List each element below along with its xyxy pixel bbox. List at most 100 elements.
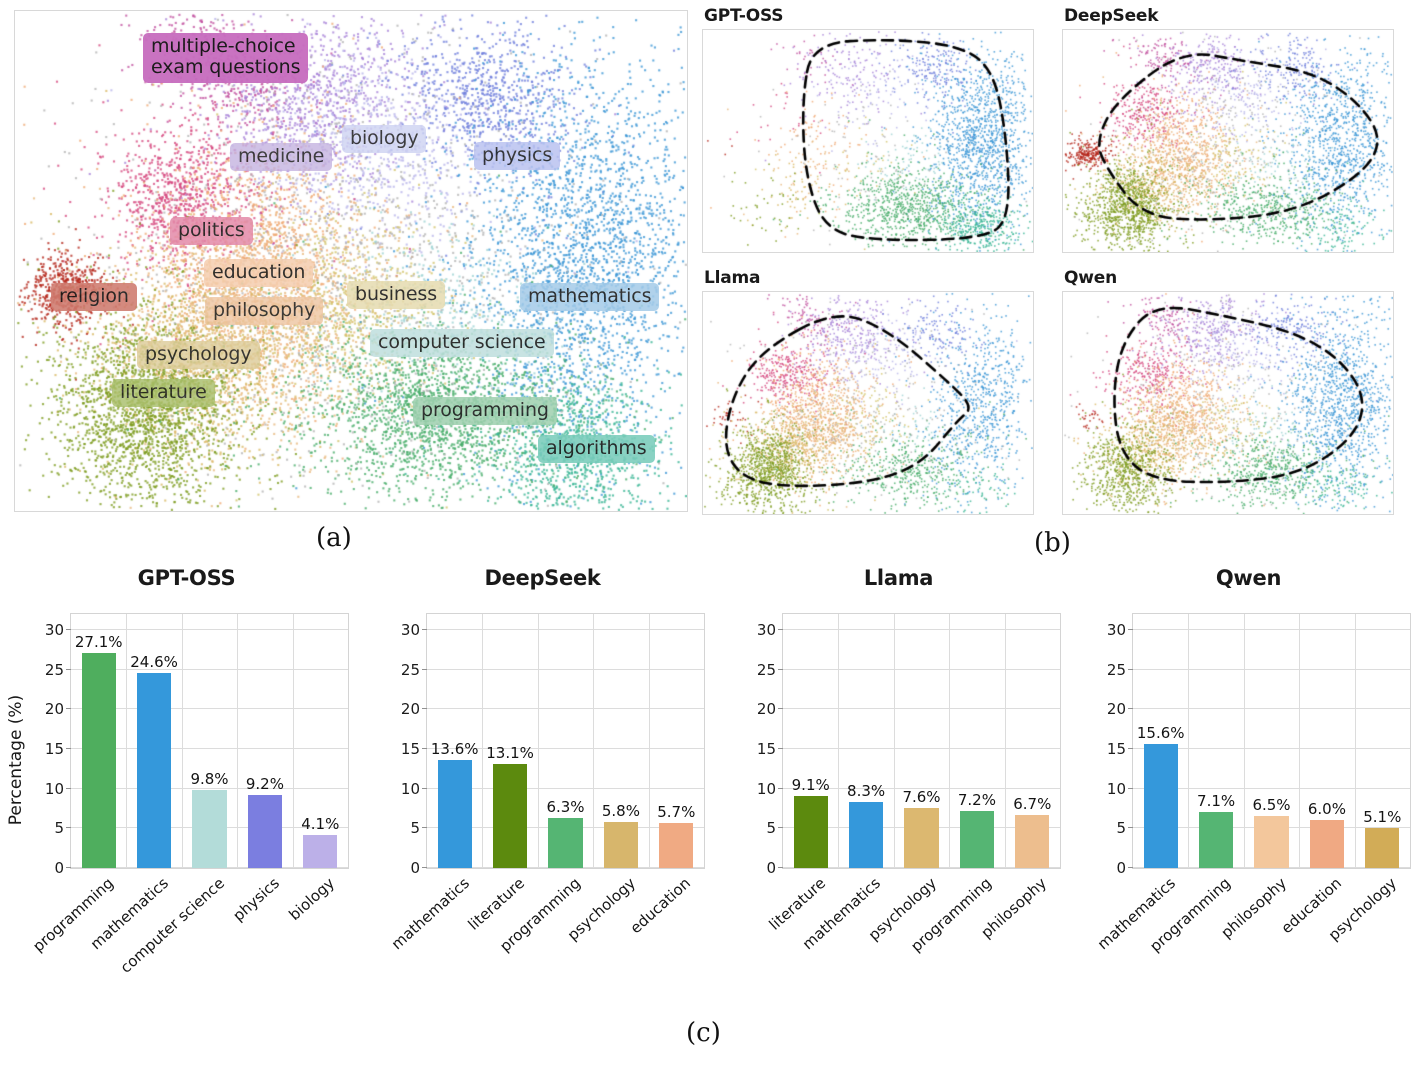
- bar-programming[interactable]: [959, 810, 995, 868]
- y-tick-mark: [778, 747, 783, 749]
- bar-physics[interactable]: [247, 794, 283, 868]
- model-map-title-llama: Llama: [704, 268, 761, 288]
- plot-wrapper-gpt-oss: 0 5 10 15 20 25 30 27.1% programming 24.6% mathema…: [29, 613, 349, 977]
- cluster-label-physics: physics: [474, 142, 561, 171]
- y-tick-mark: [778, 867, 783, 868]
- bar-mathematics[interactable]: [848, 802, 884, 868]
- y-tick-mark: [778, 827, 783, 829]
- y-tick-mark: [1128, 787, 1133, 789]
- bar-value-label: 5.8%: [601, 801, 640, 820]
- x-gridline: [1188, 614, 1190, 868]
- bar-value-label: 5.1%: [1363, 807, 1402, 826]
- plot-wrapper-qwen: 0 5 10 15 20 25 30 15.6% mathematics 7.1% programm…: [1094, 613, 1411, 956]
- model-coverage-panel: GPT-OSS DeepSeek Llama Qwen: [702, 6, 1408, 518]
- model-map-gpt-oss: GPT-OSS: [702, 6, 1034, 253]
- y-gridline: [427, 747, 704, 749]
- bar-value-label: 4.1%: [301, 815, 340, 834]
- cluster-label-medicine: medicine: [230, 143, 333, 172]
- bar-chart-body-gpt-oss: Percentage (%) 0 5 10 15 20 25 30 27.1% programmi…: [6, 595, 359, 977]
- y-tick-mark: [66, 827, 71, 829]
- bar-psychology[interactable]: [1365, 827, 1400, 868]
- x-gridline: [237, 614, 239, 868]
- y-tick-mark: [422, 668, 427, 670]
- y-gridline: [71, 747, 348, 749]
- bar-chart-title-qwen: Qwen: [1215, 566, 1282, 590]
- x-gridline: [593, 614, 595, 868]
- panel-b-caption: (b): [1034, 528, 1071, 558]
- bar-literature[interactable]: [492, 764, 528, 868]
- bar-mathematics[interactable]: [437, 760, 472, 868]
- y-tick-mark: [66, 668, 71, 670]
- y-tick-mark: [1128, 668, 1133, 670]
- x-gridline: [893, 614, 895, 868]
- bar-education[interactable]: [659, 822, 694, 868]
- y-tick-label: 30: [44, 620, 64, 639]
- model-map-plot-deepseek: [1062, 29, 1394, 253]
- bar-chart-body-qwen: 0 5 10 15 20 25 30 15.6% mathematics 7.1% programm…: [1076, 595, 1420, 956]
- bar-value-label: 6.0%: [1307, 800, 1346, 819]
- x-gridline: [1004, 614, 1006, 868]
- y-tick-label: 30: [1106, 620, 1126, 639]
- bar-value-label: 13.1%: [486, 744, 534, 763]
- bar-biology[interactable]: [303, 835, 338, 868]
- embedding-scatter-canvas: [15, 11, 687, 511]
- y-tick-label: 25: [400, 660, 420, 679]
- y-tick-mark: [422, 867, 427, 868]
- plot-area-deepseek: 0 5 10 15 20 25 30 13.6% mathematics 13.1% literat…: [388, 613, 705, 956]
- y-gridline: [783, 747, 1060, 749]
- y-gridline: [427, 668, 704, 670]
- x-gridline: [126, 614, 128, 868]
- model-map-plot-gpt-oss: [702, 29, 1034, 253]
- panel-a-caption: (a): [316, 523, 352, 553]
- y-gridline: [1133, 708, 1410, 710]
- y-tick-label: 10: [1106, 779, 1126, 798]
- model-map-title-gpt-oss: GPT-OSS: [704, 6, 784, 26]
- model-map-plot-qwen: [1062, 291, 1394, 515]
- y-gridline: [427, 708, 704, 710]
- y-tick-label: 20: [756, 700, 776, 719]
- bar-programming[interactable]: [81, 652, 116, 868]
- y-tick-mark: [422, 827, 427, 829]
- y-tick-label: 5: [766, 819, 776, 838]
- model-map-canvas-qwen: [1063, 292, 1393, 514]
- y-tick-label: 10: [400, 779, 420, 798]
- bar-mathematics[interactable]: [136, 672, 172, 868]
- model-map-title-deepseek: DeepSeek: [1064, 6, 1159, 26]
- y-tick-mark: [778, 787, 783, 789]
- y-gridline: [71, 668, 348, 670]
- bar-psychology[interactable]: [904, 807, 939, 868]
- model-map-canvas-gpt-oss: [703, 30, 1033, 252]
- y-gridline: [783, 628, 1060, 630]
- model-map-llama: Llama: [702, 268, 1034, 515]
- y-tick-label: 25: [1106, 660, 1126, 679]
- bar-value-label: 7.2%: [957, 790, 996, 809]
- y-tick-label: 10: [756, 779, 776, 798]
- bar-programming[interactable]: [1198, 811, 1234, 868]
- bar-philosophy[interactable]: [1254, 816, 1289, 868]
- bar-literature[interactable]: [793, 795, 828, 868]
- bar-education[interactable]: [1309, 820, 1345, 868]
- plot-wrapper-llama: 0 5 10 15 20 25 30 9.1% literature 8.3% mathematic…: [757, 613, 1061, 956]
- y-gridline: [1133, 668, 1410, 670]
- bar-value-label: 8.3%: [847, 782, 886, 801]
- bar-computer-science[interactable]: [192, 790, 227, 868]
- y-gridline: [427, 787, 704, 789]
- y-tick-mark: [66, 628, 71, 630]
- bar-mathematics[interactable]: [1143, 744, 1178, 868]
- y-tick-mark: [66, 747, 71, 749]
- bar-charts-panel: GPT-OSS Percentage (%) 0 5 10 15 20 25 30 27.1% pr…: [0, 565, 1420, 1035]
- bar-value-label: 9.8%: [190, 770, 229, 789]
- bar-programming[interactable]: [548, 818, 583, 868]
- bar-psychology[interactable]: [603, 821, 639, 868]
- y-tick-label: 5: [410, 819, 420, 838]
- y-tick-mark: [422, 747, 427, 749]
- y-tick-mark: [66, 787, 71, 789]
- bar-philosophy[interactable]: [1015, 814, 1050, 868]
- y-tick-mark: [778, 668, 783, 670]
- x-tick-label: biology: [285, 874, 339, 924]
- x-gridline: [292, 614, 294, 868]
- cluster-label-computer-science: computer science: [370, 329, 554, 358]
- bar-chart-body-deepseek: 0 5 10 15 20 25 30 13.6% mathematics 13.1% literat…: [370, 595, 715, 956]
- y-gridline: [783, 708, 1060, 710]
- model-map-title-qwen: Qwen: [1064, 268, 1117, 288]
